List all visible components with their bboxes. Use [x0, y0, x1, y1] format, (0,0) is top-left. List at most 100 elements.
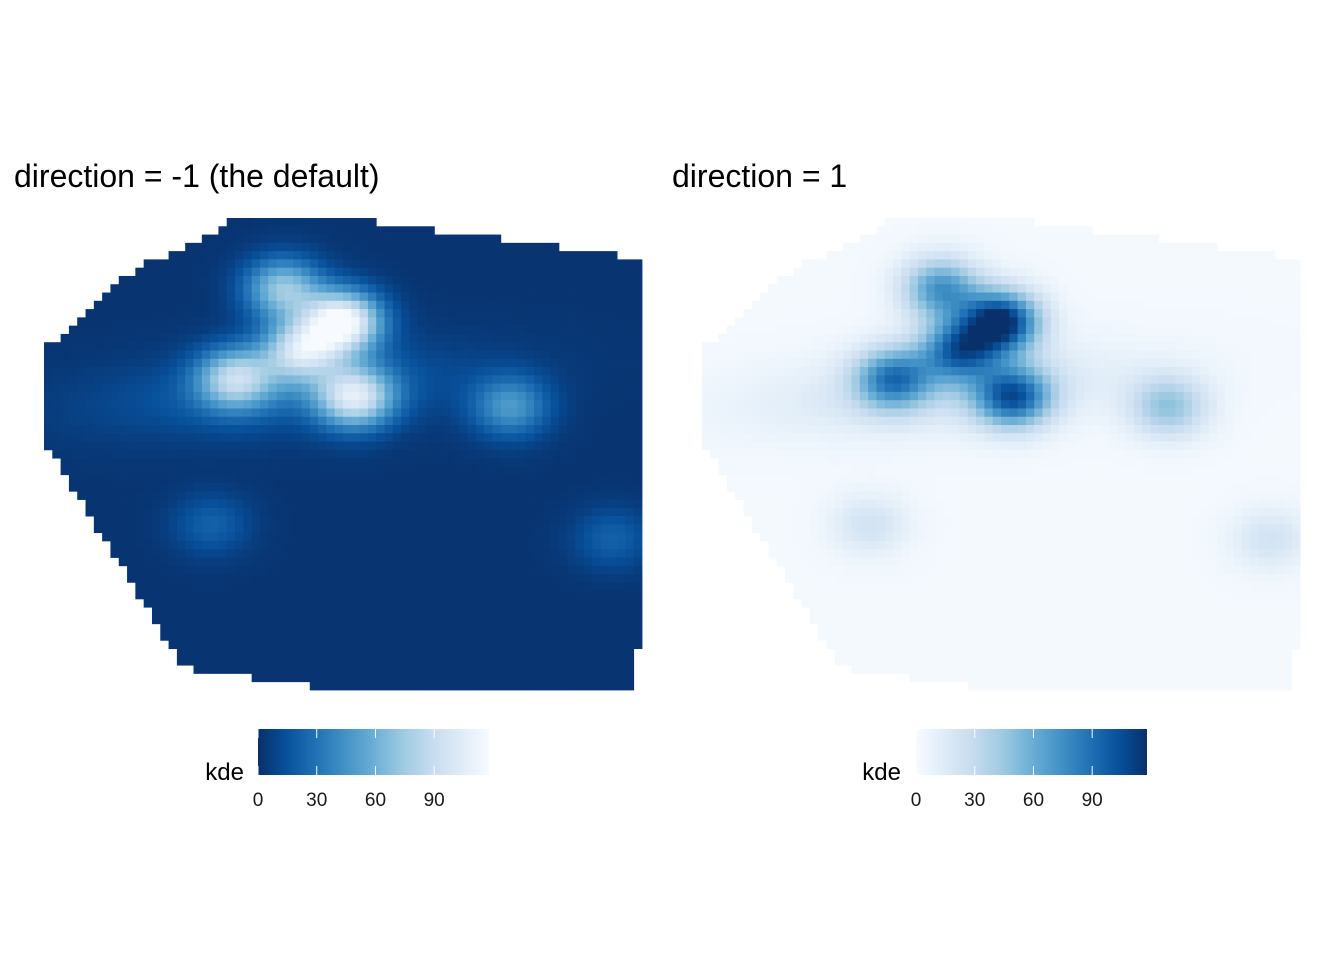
- heatmap-cell: [193, 615, 203, 625]
- heatmap-cell: [509, 375, 518, 385]
- heatmap-cell: [417, 491, 427, 500]
- heatmap-cell: [193, 325, 203, 335]
- heatmap-cell: [235, 242, 244, 252]
- heatmap-cell: [226, 540, 236, 550]
- heatmap-cell: [185, 259, 194, 269]
- heatmap-cell: [450, 441, 460, 451]
- heatmap-cell: [1225, 391, 1234, 401]
- heatmap-cell: [193, 623, 203, 633]
- heatmap-cell: [367, 507, 377, 517]
- heatmap-cell: [984, 350, 994, 360]
- heatmap-cell: [384, 408, 394, 418]
- heatmap-cell: [351, 259, 361, 269]
- heatmap-cell: [1158, 375, 1168, 385]
- heatmap-cell: [118, 507, 128, 517]
- heatmap-cell: [392, 565, 402, 575]
- heatmap-cell: [1034, 383, 1043, 393]
- heatmap-cell: [168, 433, 178, 442]
- heatmap-cell: [1275, 309, 1284, 318]
- heatmap-cell: [633, 292, 643, 302]
- heatmap-cell: [550, 259, 560, 269]
- heatmap-cell: [176, 656, 186, 666]
- heatmap-cell: [575, 640, 585, 649]
- heatmap-cell: [525, 242, 535, 252]
- heatmap-cell: [110, 516, 120, 525]
- heatmap-cell: [500, 466, 510, 476]
- heatmap-cell: [68, 342, 78, 351]
- heatmap-cell: [550, 615, 560, 625]
- heatmap-cell: [326, 499, 336, 509]
- heatmap-cell: [268, 532, 277, 542]
- heatmap-cell: [426, 474, 435, 484]
- heatmap-cell: [1001, 218, 1010, 227]
- heatmap-cell: [992, 259, 1002, 269]
- heatmap-cell: [1017, 234, 1027, 244]
- heatmap-cell: [226, 640, 236, 649]
- heatmap-cell: [235, 565, 244, 575]
- heatmap-cell: [301, 516, 311, 525]
- heatmap-cell: [135, 590, 145, 600]
- heatmap-cell: [500, 367, 510, 376]
- heatmap-cell: [859, 309, 869, 318]
- heatmap-cell: [201, 391, 211, 401]
- heatmap-cell: [1025, 267, 1035, 277]
- heatmap-cell: [326, 218, 336, 227]
- heatmap-cell: [127, 516, 136, 525]
- heatmap-cell: [450, 540, 460, 550]
- heatmap-cell: [93, 474, 103, 484]
- heatmap-cell: [984, 234, 994, 244]
- heatmap-cell: [284, 275, 294, 285]
- heatmap-cell: [401, 325, 410, 335]
- heatmap-cell: [517, 648, 527, 658]
- heatmap-cell: [793, 358, 803, 368]
- heatmap-cell: [893, 342, 902, 351]
- heatmap-cell: [401, 342, 410, 351]
- heatmap-cell: [843, 309, 852, 318]
- heatmap-cell: [251, 458, 261, 467]
- heatmap-cell: [567, 557, 576, 567]
- heatmap-cell: [1283, 391, 1293, 401]
- heatmap-cell: [1100, 259, 1110, 269]
- heatmap-cell: [575, 275, 585, 285]
- heatmap-cell: [608, 607, 618, 616]
- heatmap-cell: [851, 267, 861, 277]
- heatmap-cell: [459, 507, 468, 517]
- heatmap-cell: [901, 267, 911, 277]
- heatmap-cell: [434, 408, 444, 418]
- heatmap-cell: [467, 309, 477, 318]
- heatmap-cell: [135, 267, 145, 277]
- heatmap-cell: [343, 333, 352, 343]
- heatmap-cell: [1001, 226, 1010, 235]
- heatmap-cell: [509, 383, 518, 393]
- heatmap-cell: [1175, 317, 1185, 327]
- heatmap-cell: [268, 615, 277, 625]
- heatmap-cell: [509, 482, 518, 492]
- heatmap-cell: [1001, 284, 1010, 293]
- heatmap-cell: [926, 350, 935, 360]
- heatmap-cell: [326, 640, 336, 649]
- heatmap-cell: [475, 623, 485, 633]
- heatmap-cell: [309, 267, 319, 277]
- heatmap-cell: [384, 383, 394, 393]
- heatmap-cell: [326, 325, 336, 335]
- heatmap-cell: [384, 615, 394, 625]
- heatmap-cell: [384, 449, 394, 459]
- heatmap-cell: [534, 425, 543, 434]
- heatmap-cell: [500, 673, 510, 683]
- heatmap-cell: [417, 267, 427, 277]
- heatmap-cell: [1208, 317, 1218, 327]
- heatmap-cell: [60, 466, 70, 476]
- heatmap-cell: [93, 391, 103, 401]
- heatmap-cell: [218, 474, 228, 484]
- heatmap-cell: [193, 425, 203, 434]
- heatmap-cell: [1142, 234, 1151, 244]
- heatmap-cell: [492, 350, 502, 360]
- heatmap-cell: [401, 275, 410, 285]
- heatmap-cell: [459, 284, 468, 293]
- heatmap-cell: [1017, 342, 1027, 351]
- heatmap-cell: [318, 482, 327, 492]
- heatmap-cell: [484, 549, 493, 558]
- heatmap-cell: [318, 681, 327, 691]
- heatmap-cell: [876, 375, 886, 385]
- heatmap-cell: [135, 416, 145, 426]
